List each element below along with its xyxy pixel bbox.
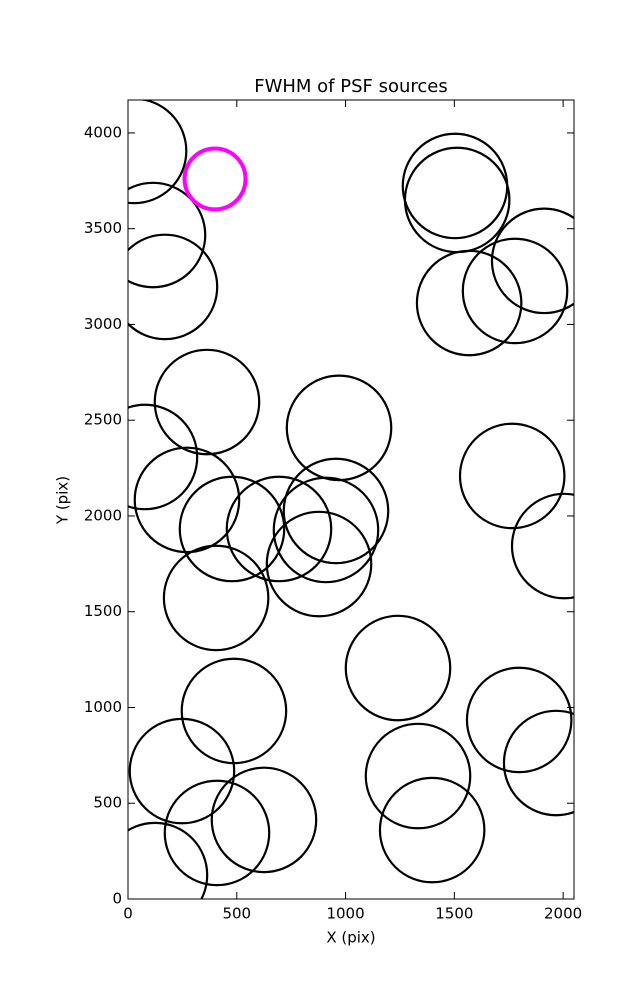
source-circle	[461, 237, 569, 345]
x-tick-label: 1500	[435, 905, 473, 923]
y-tick-label: 1000	[84, 698, 122, 716]
y-tick-label: 500	[93, 794, 122, 812]
x-tick-label: 1000	[326, 905, 364, 923]
x-tick-label: 0	[123, 905, 133, 923]
y-tick-label: 3500	[84, 219, 122, 237]
chart-title: FWHM of PSF sources	[254, 76, 448, 97]
source-circle	[403, 146, 511, 254]
source-circle	[401, 132, 509, 240]
y-tick-label: 1500	[84, 602, 122, 620]
source-circle	[465, 666, 573, 774]
source-circle	[502, 709, 574, 817]
source-circle	[282, 457, 390, 565]
source-circle	[415, 249, 523, 357]
source-circle	[162, 544, 270, 652]
y-tick-label: 3000	[84, 315, 122, 333]
source-circle	[364, 722, 472, 830]
source-circle	[128, 717, 236, 825]
source-circle	[128, 233, 219, 341]
source-circle	[128, 403, 199, 511]
y-tick-label: 2000	[84, 506, 122, 524]
source-circle	[378, 776, 486, 884]
y-tick-label: 2500	[84, 411, 122, 429]
source-circle	[510, 492, 574, 600]
source-circle	[285, 374, 393, 482]
source-circle	[178, 475, 286, 583]
source-circle	[490, 207, 574, 315]
source-circle	[344, 614, 452, 722]
source-circle	[458, 422, 566, 530]
source-circle	[225, 475, 333, 583]
y-axis-label: Y (pix)	[54, 476, 72, 525]
y-tick-label: 4000	[84, 123, 122, 141]
y-tick-label: 0	[112, 890, 122, 908]
x-tick-label: 500	[222, 905, 251, 923]
x-tick-label: 2000	[544, 905, 582, 923]
source-circle	[265, 510, 373, 618]
source-circle	[182, 146, 248, 212]
source-circle	[180, 657, 288, 765]
source-circle	[163, 779, 271, 887]
source-circle	[128, 181, 207, 289]
source-circle	[272, 476, 380, 584]
x-axis-label: X (pix)	[326, 929, 375, 947]
source-circle	[153, 348, 261, 456]
source-circle	[133, 446, 241, 554]
plot-area	[128, 100, 574, 899]
source-circle	[128, 821, 209, 899]
plot-frame	[127, 99, 575, 900]
source-circle	[210, 766, 318, 874]
source-circle	[128, 100, 188, 205]
